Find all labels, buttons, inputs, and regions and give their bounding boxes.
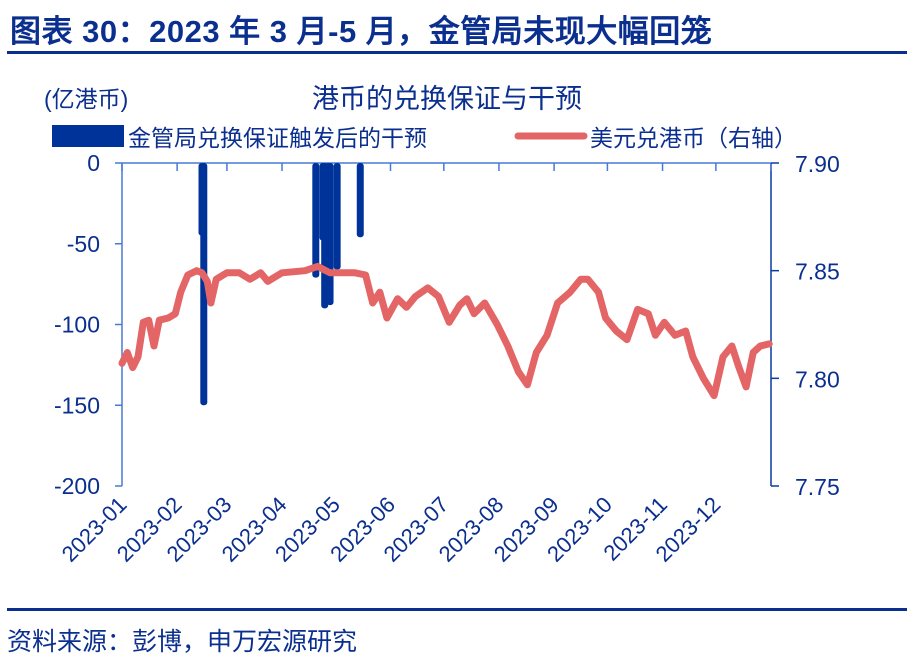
right-tick-label: 7.75	[795, 474, 840, 500]
legend: 金管局兑换保证触发后的干预 美元兑港币（右轴）	[52, 125, 797, 151]
chart-title: 港币的兑换保证与干预	[312, 84, 582, 114]
chart: 港币的兑换保证与干预 (亿港币) 金管局兑换保证触发后的干预 美元兑港币（右轴）…	[44, 84, 840, 567]
left-tick-label: 0	[87, 150, 100, 176]
bar-series	[198, 163, 364, 406]
intervention-bar	[333, 163, 341, 270]
intervention-bar	[312, 163, 320, 278]
figure-title: 图表 30：2023 年 3 月-5 月，金管局未现大幅回笼	[10, 14, 713, 49]
left-tick-label: -200	[54, 473, 100, 499]
title-divider	[7, 51, 907, 54]
right-tick-label: 7.90	[795, 151, 840, 177]
legend-bar-swatch	[52, 125, 124, 147]
axes	[115, 162, 779, 487]
right-tick-label: 7.85	[795, 259, 840, 285]
left-tick-label: -100	[54, 312, 100, 338]
left-tick-label: -150	[54, 392, 100, 418]
source-divider	[7, 608, 907, 611]
intervention-bar	[326, 163, 334, 306]
legend-label-bar: 金管局兑换保证触发后的干预	[128, 125, 427, 151]
intervention-bar	[200, 163, 208, 406]
legend-label-line: 美元兑港币（右轴）	[590, 125, 797, 151]
usd-hkd-line	[118, 262, 773, 400]
source-note: 资料来源：彭博，申万宏源研究	[7, 628, 358, 656]
intervention-bar	[356, 163, 364, 238]
right-tick-label: 7.80	[795, 366, 840, 392]
left-tick-label: -50	[67, 231, 100, 257]
left-axis-unit: (亿港币)	[44, 86, 128, 112]
